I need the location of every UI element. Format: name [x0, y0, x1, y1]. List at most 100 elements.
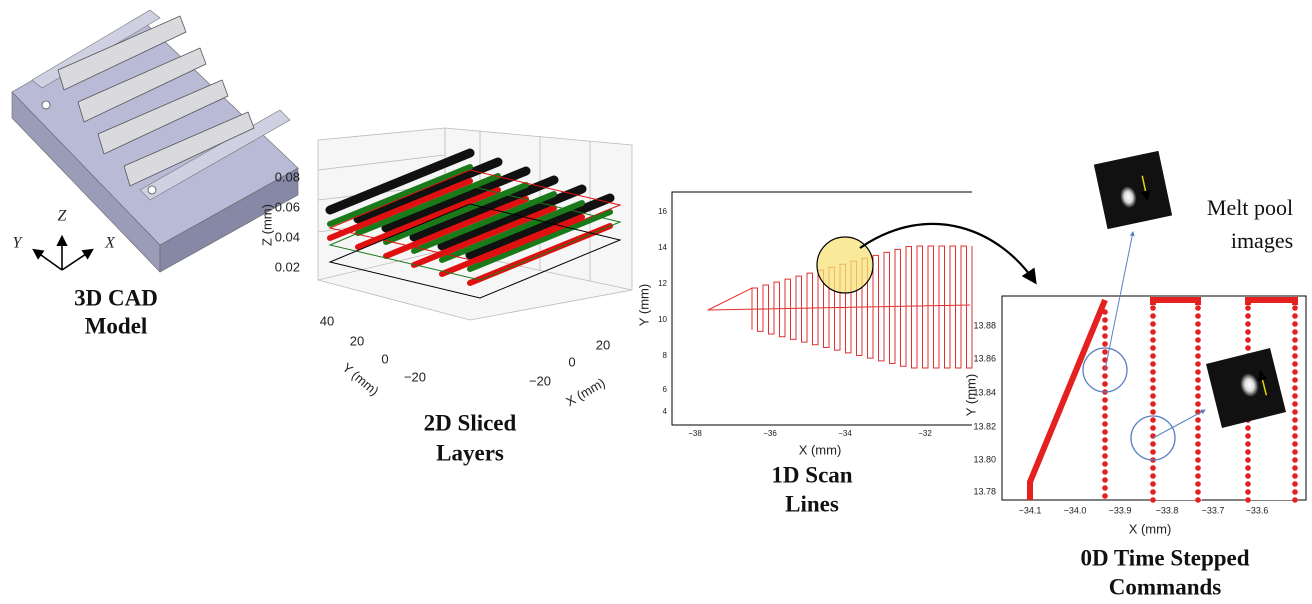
command-point [1102, 317, 1108, 323]
command-point [1102, 349, 1108, 355]
command-point [1292, 489, 1298, 495]
tick-label: 13.88 [973, 320, 996, 330]
figure: 3D CADModelZYX0.080.060.040.0240200−2020… [0, 0, 1312, 604]
axis-label: Y (mm) [636, 284, 651, 326]
command-point [1150, 425, 1156, 431]
command-point [1102, 469, 1108, 475]
command-point [1292, 497, 1298, 503]
command-point [1102, 437, 1108, 443]
annotation: Melt pool [1207, 195, 1293, 220]
command-point [1195, 497, 1201, 503]
tick-label: 13.86 [973, 353, 996, 363]
command-point [1150, 409, 1156, 415]
tick-label: 16 [658, 207, 667, 216]
axis-name: Y [13, 235, 24, 252]
command-point [1102, 461, 1108, 467]
command-point [1102, 477, 1108, 483]
command-point [1292, 473, 1298, 479]
command-point [1245, 481, 1251, 487]
command-point [1195, 433, 1201, 439]
command-point [1150, 305, 1156, 311]
command-point [1195, 473, 1201, 479]
command-point [1292, 457, 1298, 463]
tick-label: −33.8 [1156, 505, 1179, 515]
command-point [1195, 313, 1201, 319]
command-point [1245, 305, 1251, 311]
command-point [1292, 305, 1298, 311]
command-point [1245, 313, 1251, 319]
command-point [1150, 465, 1156, 471]
command-point [1195, 345, 1201, 351]
caption: 3D CAD [74, 285, 158, 310]
command-point [1292, 481, 1298, 487]
command-point [1195, 465, 1201, 471]
command-point [1292, 377, 1298, 383]
command-point [1292, 345, 1298, 351]
tick-label: 14 [658, 243, 667, 252]
command-point [1292, 433, 1298, 439]
command-point [1195, 329, 1201, 335]
command-point [1292, 441, 1298, 447]
command-point [1102, 485, 1108, 491]
command-point [1245, 465, 1251, 471]
caption: 1D Scan [771, 462, 852, 487]
tick-label: 13.78 [973, 486, 996, 496]
tick-label: 20 [596, 337, 610, 352]
command-point [1150, 385, 1156, 391]
command-point [1292, 353, 1298, 359]
tick-label: −32 [918, 429, 932, 438]
axis-label: Z (mm) [259, 204, 274, 246]
tick-label: −20 [529, 373, 551, 388]
command-point [1195, 441, 1201, 447]
command-point [1195, 417, 1201, 423]
command-point [1102, 333, 1108, 339]
caption: 2D Sliced [424, 410, 517, 435]
command-point [1150, 489, 1156, 495]
tick-label: 13.82 [973, 421, 996, 431]
command-point [1102, 309, 1108, 315]
command-point [1292, 321, 1298, 327]
command-point [1102, 373, 1108, 379]
command-point [1195, 481, 1201, 487]
tick-label: 6 [663, 385, 668, 394]
command-point [1195, 353, 1201, 359]
command-point [1102, 453, 1108, 459]
command-point [1150, 321, 1156, 327]
command-point [1195, 425, 1201, 431]
command-point [1292, 417, 1298, 423]
command-point [1292, 329, 1298, 335]
tick-label: −33.6 [1246, 505, 1269, 515]
command-point [1245, 457, 1251, 463]
command-point [1245, 345, 1251, 351]
command-point [1245, 425, 1251, 431]
command-point [1195, 401, 1201, 407]
command-point [1150, 369, 1156, 375]
command-point [1195, 385, 1201, 391]
command-point [1102, 413, 1108, 419]
command-point [1245, 433, 1251, 439]
axis-label: X (mm) [799, 442, 842, 457]
command-point [1150, 345, 1156, 351]
tick-label: 4 [663, 407, 668, 416]
axis-label: Y (mm) [963, 374, 978, 416]
command-point [1102, 325, 1108, 331]
command-point [1150, 377, 1156, 383]
tick-label: 10 [658, 315, 667, 324]
command-point [1102, 421, 1108, 427]
caption: 0D Time Stepped [1080, 545, 1249, 570]
command-point [1150, 401, 1156, 407]
caption: Commands [1109, 574, 1222, 599]
tick-label: −34.1 [1019, 505, 1042, 515]
command-point [1195, 337, 1201, 343]
command-point [1245, 497, 1251, 503]
tick-label: 13.80 [973, 454, 996, 464]
tick-label: −33.9 [1109, 505, 1132, 515]
command-point [1195, 305, 1201, 311]
tick-label: 0.04 [275, 229, 300, 244]
tick-label: −36 [763, 429, 777, 438]
command-point [1150, 393, 1156, 399]
axis-label: X (mm) [563, 375, 607, 409]
command-point [1245, 489, 1251, 495]
caption: Lines [785, 491, 839, 516]
command-point [1150, 313, 1156, 319]
